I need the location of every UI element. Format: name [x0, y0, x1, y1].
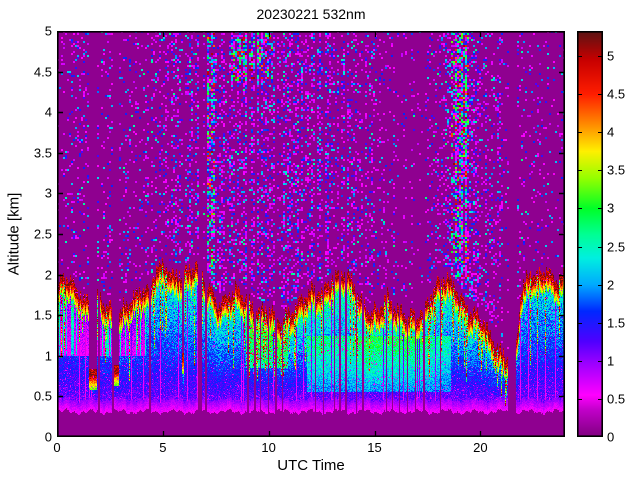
- x-axis-label: UTC Time: [277, 457, 345, 474]
- ytick-label: 3.5: [33, 145, 52, 161]
- cbtick-label: 1.5: [607, 315, 626, 331]
- cbtick-label: 2: [607, 277, 615, 293]
- cbtick-label: 1: [607, 353, 615, 369]
- ytick-label: 0.5: [33, 388, 52, 404]
- cbtick-label: 3: [607, 200, 615, 216]
- ytick-label: 2: [44, 267, 52, 283]
- ytick-label: 3: [44, 185, 52, 201]
- cbtick-label: 2.5: [607, 239, 626, 255]
- ytick-label: 5: [44, 23, 52, 39]
- cbtick-label: 4.5: [607, 86, 626, 102]
- chart-title: 20230221 532nm: [256, 6, 366, 22]
- ytick-label: 1: [44, 348, 52, 364]
- ytick-label: 4: [44, 104, 52, 120]
- ytick-label: 1.5: [33, 307, 52, 323]
- ytick-label: 2.5: [33, 226, 52, 242]
- xtick-label: 5: [159, 440, 167, 455]
- ytick-label: 4.5: [33, 64, 52, 80]
- xtick-label: 10: [261, 440, 276, 455]
- xtick-label: 15: [367, 440, 382, 455]
- cbtick-label: 0: [607, 429, 615, 445]
- cbtick-label: 0.5: [607, 391, 626, 407]
- cbtick-label: 5: [607, 48, 615, 64]
- heatmap-plot: [57, 31, 565, 437]
- cbtick-label: 4: [607, 124, 615, 140]
- colorbar: [577, 31, 603, 437]
- xtick-label: 20: [473, 440, 488, 455]
- cbtick-label: 3.5: [607, 162, 626, 178]
- xtick-label: 0: [53, 440, 61, 455]
- ytick-label: 0: [44, 429, 52, 445]
